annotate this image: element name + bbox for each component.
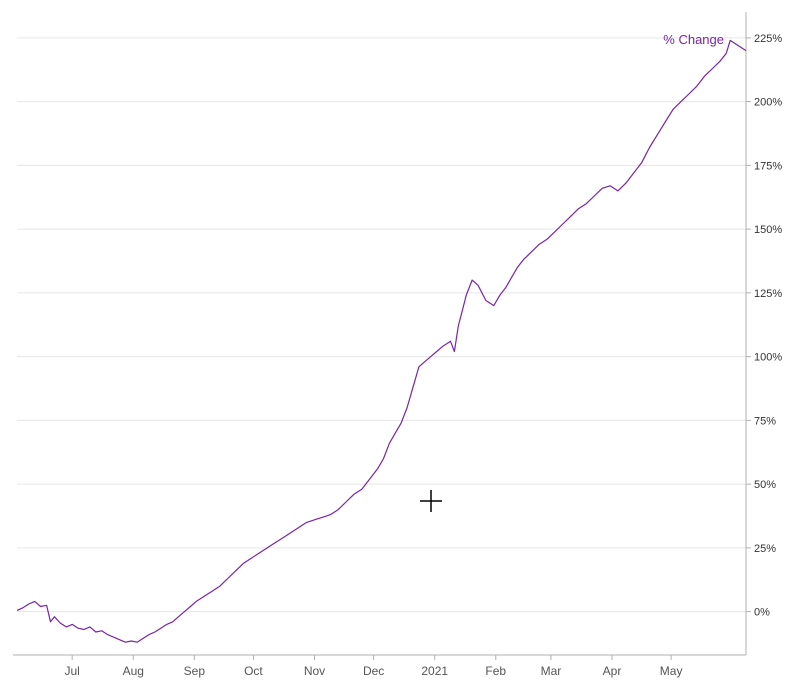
x-tick-label: Oct: [244, 664, 263, 678]
y-tick-label: 0%: [754, 607, 770, 619]
x-tick-label: Feb: [485, 664, 506, 678]
x-tick-label: Aug: [123, 664, 144, 678]
gridlines: [17, 37, 746, 613]
y-tick-label: 75%: [754, 415, 776, 427]
x-tick-label: 2021: [421, 664, 448, 678]
y-tick-label: 100%: [754, 352, 782, 364]
series-group: [16, 39, 747, 643]
series-name-label: % Change: [663, 32, 724, 47]
y-tick-label: 200%: [754, 97, 782, 109]
y-tick-label: 50%: [754, 479, 776, 491]
x-tick-label: Mar: [541, 664, 562, 678]
x-tick-label: Apr: [603, 664, 622, 678]
axes: [13, 12, 747, 656]
x-tick-label: Jul: [64, 664, 79, 678]
crosshair-cursor-icon: [420, 490, 442, 512]
y-tick-label: 225%: [754, 33, 782, 45]
x-tick-label: Nov: [304, 664, 325, 678]
y-tick-label: 25%: [754, 543, 776, 555]
x-axis-ticks: Jul Aug Sep Oct Nov Dec 2021 Feb Mar Apr May: [64, 655, 682, 678]
y-tick-label: 150%: [754, 224, 782, 236]
x-tick-label: Dec: [363, 664, 384, 678]
y-tick-label: 175%: [754, 160, 782, 172]
x-tick-label: Sep: [184, 664, 206, 678]
series-line-0: [16, 39, 747, 643]
y-axis-ticks: 0% 25% 50% 75% 100% 125% 150% 175% 200% 225%: [746, 33, 782, 619]
y-tick-label: 125%: [754, 288, 782, 300]
x-tick-label: May: [660, 664, 683, 678]
